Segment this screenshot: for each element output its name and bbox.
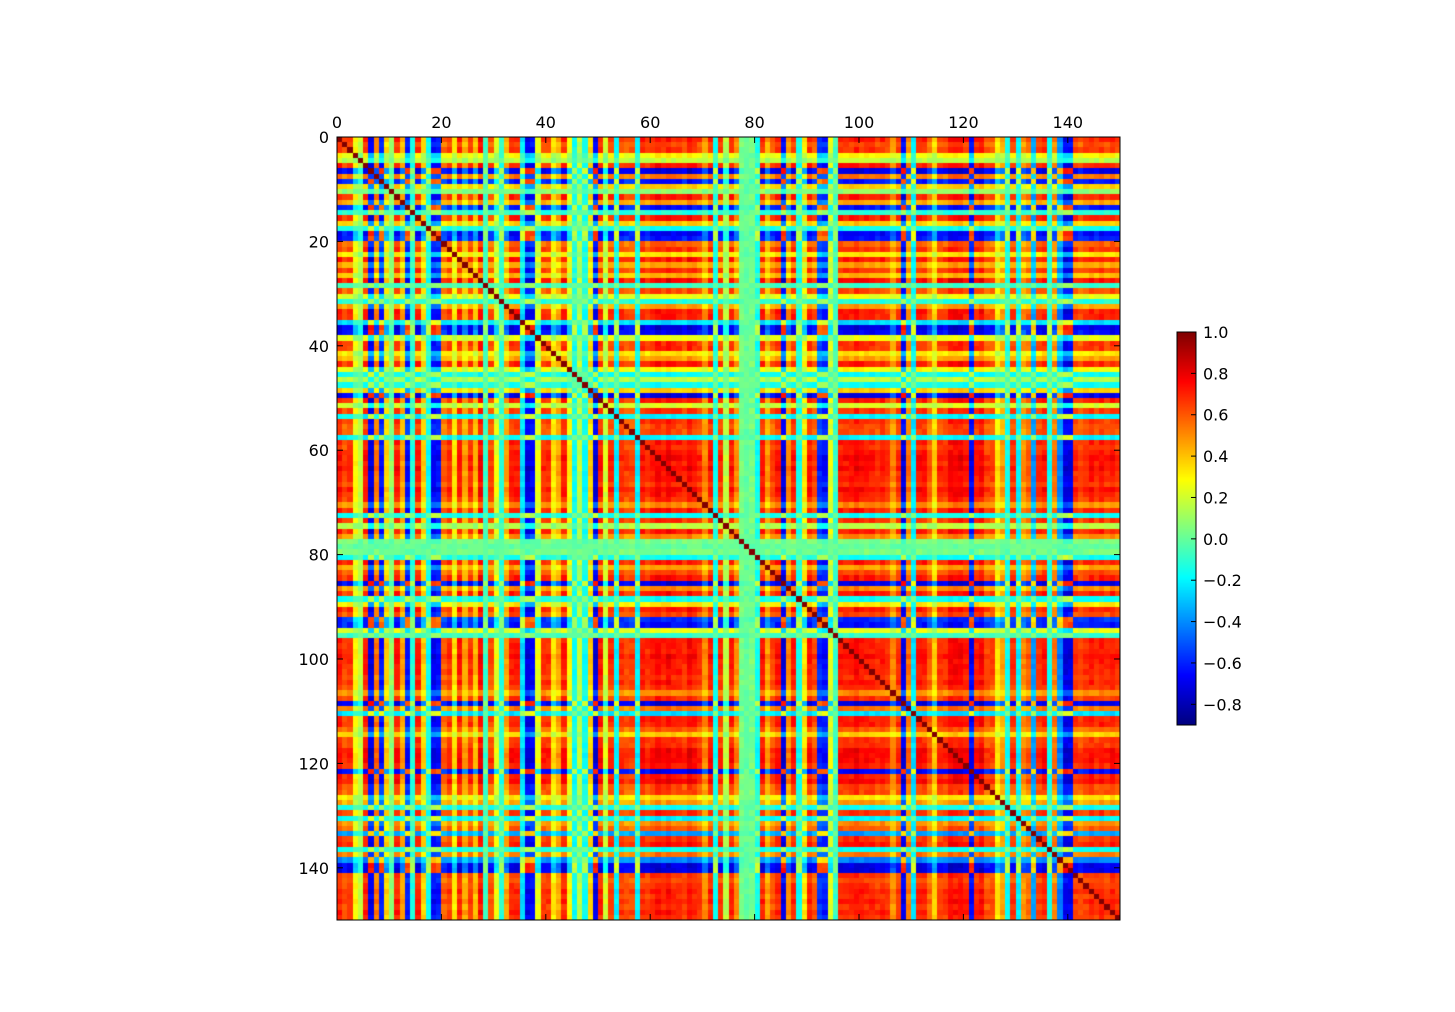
y-tick: 60 xyxy=(309,441,1120,460)
colorbar-tick: −0.4 xyxy=(1191,613,1242,632)
colorbar-tick: −0.2 xyxy=(1191,571,1242,590)
x-tick: 0 xyxy=(332,113,342,920)
colorbar-tick-label: 0.4 xyxy=(1203,447,1228,466)
y-tick-label: 0 xyxy=(319,128,329,147)
colorbar-tick: −0.8 xyxy=(1191,695,1242,714)
colorbar-tick-label: 0.2 xyxy=(1203,488,1228,507)
colorbar-tick: 0.6 xyxy=(1191,406,1228,425)
y-tick-label: 20 xyxy=(309,232,329,251)
x-tick-label: 100 xyxy=(844,113,875,132)
colorbar-tick-label: −0.4 xyxy=(1203,613,1242,632)
colorbar-tick: 0.0 xyxy=(1191,530,1228,549)
colorbar-axis: 1.0 0.8 0.6 0.4 0.2 0.0 −0.2 −0.4 −0.6 −0.8 xyxy=(1191,323,1242,714)
colorbar-tick-label: −0.8 xyxy=(1203,695,1242,714)
y-axis-left: 0 20 40 60 80 100 120 140 xyxy=(298,128,1120,878)
colorbar-frame xyxy=(1176,331,1197,726)
x-tick-label: 20 xyxy=(431,113,451,132)
heatmap-matrix xyxy=(337,137,1120,920)
y-tick-label: 40 xyxy=(309,337,329,356)
y-tick: 20 xyxy=(309,232,1120,251)
x-tick: 80 xyxy=(744,113,765,920)
y-tick-label: 100 xyxy=(298,650,329,669)
colorbar-tick-label: 0.0 xyxy=(1203,530,1228,549)
y-tick-label: 140 xyxy=(298,859,329,878)
x-tick: 40 xyxy=(536,113,556,920)
x-tick: 140 xyxy=(1053,113,1084,920)
x-tick-label: 60 xyxy=(640,113,660,132)
x-tick: 100 xyxy=(844,113,875,920)
colorbar-tick-label: 1.0 xyxy=(1203,323,1228,342)
x-tick: 120 xyxy=(948,113,979,920)
y-tick: 100 xyxy=(298,650,1120,669)
x-tick-label: 140 xyxy=(1053,113,1084,132)
y-tick: 120 xyxy=(298,754,1120,773)
colorbar-tick: −0.6 xyxy=(1191,654,1242,673)
y-tick: 140 xyxy=(298,859,1120,878)
colorbar-tick: 1.0 xyxy=(1191,323,1228,342)
x-tick-label: 80 xyxy=(744,113,764,132)
x-tick-label: 0 xyxy=(332,113,342,132)
colorbar-tick: 0.4 xyxy=(1191,447,1228,466)
colorbar-tick-label: 0.8 xyxy=(1203,364,1228,383)
x-tick-label: 40 xyxy=(536,113,556,132)
colorbar-tick-label: 0.6 xyxy=(1203,406,1228,425)
colorbar-tick-label: −0.2 xyxy=(1203,571,1242,590)
x-tick: 60 xyxy=(640,113,660,920)
plot-frame xyxy=(336,136,1121,921)
colorbar-gradient xyxy=(1177,332,1196,725)
y-tick-label: 60 xyxy=(309,441,329,460)
y-tick-label: 120 xyxy=(298,754,329,773)
y-tick: 0 xyxy=(319,128,1120,147)
x-axis-top: 0 20 40 60 80 100 120 140 xyxy=(332,113,1083,920)
colorbar-tick: 0.8 xyxy=(1191,364,1228,383)
y-tick-label: 80 xyxy=(309,546,329,565)
x-tick: 20 xyxy=(431,113,452,920)
y-tick: 40 xyxy=(309,337,1120,356)
y-tick: 80 xyxy=(309,546,1120,565)
x-tick-label: 120 xyxy=(948,113,979,132)
colorbar-tick-label: −0.6 xyxy=(1203,654,1242,673)
colorbar-tick: 0.2 xyxy=(1191,488,1228,507)
